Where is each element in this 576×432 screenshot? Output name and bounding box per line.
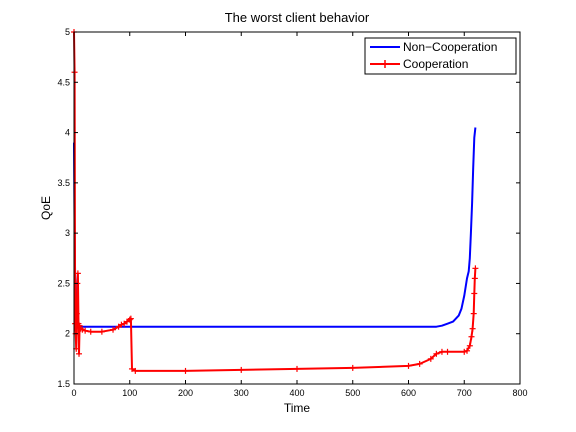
series-point bbox=[427, 355, 434, 362]
series-point bbox=[98, 328, 105, 335]
y-tick-label: 4.5 bbox=[57, 77, 70, 87]
series-point bbox=[466, 342, 473, 349]
series-point bbox=[472, 265, 479, 272]
series-point bbox=[433, 350, 440, 357]
y-tick-label: 3 bbox=[65, 228, 70, 238]
series-point bbox=[118, 321, 125, 328]
series-point bbox=[438, 348, 445, 355]
series-point bbox=[470, 310, 477, 317]
y-tick-label: 2.5 bbox=[57, 278, 70, 288]
legend-marker-plus bbox=[381, 60, 389, 68]
y-tick-label: 5 bbox=[65, 27, 70, 37]
series-point bbox=[444, 348, 451, 355]
series-point bbox=[461, 348, 468, 355]
x-tick-label: 0 bbox=[71, 388, 76, 398]
legend-box bbox=[364, 37, 517, 75]
y-tick-label: 4 bbox=[65, 128, 70, 138]
series-point bbox=[294, 365, 300, 372]
series-point bbox=[471, 275, 478, 282]
y-tick-label: 3.5 bbox=[57, 178, 70, 188]
series-point bbox=[405, 362, 412, 369]
series-point bbox=[132, 367, 139, 374]
series-point bbox=[464, 347, 471, 354]
series-point bbox=[471, 290, 478, 297]
series-point bbox=[182, 367, 189, 374]
x-tick-label: 400 bbox=[289, 388, 304, 398]
y-axis-label: QoE bbox=[39, 196, 53, 220]
series-point bbox=[126, 316, 133, 323]
x-tick-label: 200 bbox=[178, 388, 193, 398]
legend-label-non-cooperation: Non−Cooperation bbox=[403, 40, 497, 54]
x-tick-label: 600 bbox=[401, 388, 416, 398]
series-point bbox=[469, 325, 476, 332]
series-point bbox=[74, 270, 81, 277]
series-point bbox=[238, 366, 245, 373]
y-tick-label: 2 bbox=[65, 329, 70, 339]
chart-title: The worst client behavior bbox=[225, 10, 370, 25]
series-point bbox=[110, 326, 117, 333]
series-point bbox=[73, 310, 80, 317]
y-axis-ticks: 1.5 2 2.5 3 3.5 4 4.5 5 bbox=[57, 27, 520, 389]
series-point bbox=[76, 350, 83, 357]
series-point bbox=[87, 328, 94, 335]
x-tick-label: 800 bbox=[512, 388, 527, 398]
series-point bbox=[128, 365, 135, 372]
x-axis-label: Time bbox=[284, 401, 311, 415]
series-point bbox=[76, 322, 83, 329]
series-point bbox=[82, 327, 89, 334]
legend: Non−Cooperation Cooperation bbox=[364, 37, 517, 75]
plot-background bbox=[74, 32, 520, 384]
legend-label-cooperation: Cooperation bbox=[403, 57, 468, 71]
x-tick-label: 300 bbox=[234, 388, 249, 398]
y-tick-label: 1.5 bbox=[57, 379, 70, 389]
x-tick-label: 700 bbox=[457, 388, 472, 398]
series-point bbox=[79, 326, 86, 333]
series-layer bbox=[71, 29, 479, 374]
series-point bbox=[468, 333, 475, 340]
x-tick-label: 100 bbox=[122, 388, 137, 398]
series-point bbox=[71, 69, 78, 76]
x-axis-ticks: 0 100 200 300 400 500 600 700 800 bbox=[71, 32, 528, 398]
series-point bbox=[127, 315, 134, 322]
x-tick-label: 500 bbox=[345, 388, 360, 398]
series-point bbox=[416, 360, 423, 367]
series-point bbox=[349, 364, 356, 371]
